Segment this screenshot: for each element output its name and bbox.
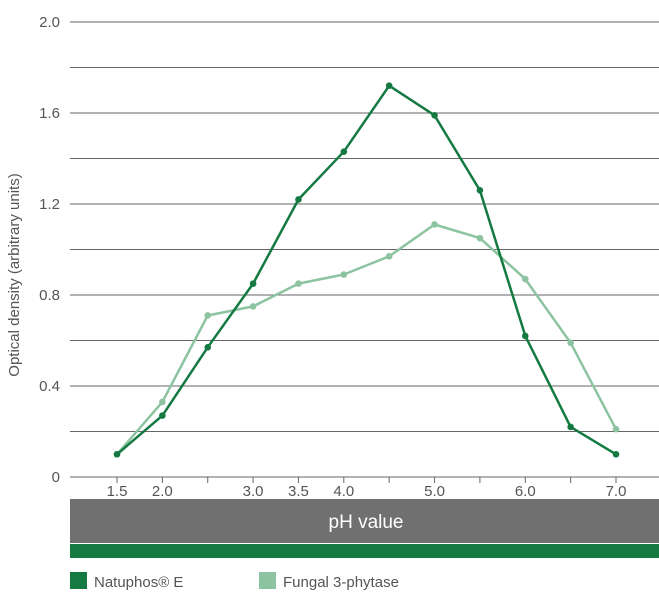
data-point-fungal	[159, 398, 166, 406]
data-point-natuphos	[159, 412, 166, 419]
data-point-natuphos	[113, 450, 121, 458]
data-point-natuphos	[295, 196, 302, 203]
data-point-natuphos	[249, 280, 257, 287]
series-line-fungal	[116, 223, 618, 456]
x-tick-label: 7.0	[606, 483, 627, 500]
data-point-natuphos	[204, 344, 212, 351]
x-axis-accent-bar	[70, 544, 659, 558]
x-tick-label: 6.0	[515, 483, 536, 500]
x-tick-label: 3.0	[243, 483, 264, 500]
data-point-fungal	[340, 271, 348, 278]
data-point-fungal	[431, 221, 438, 228]
x-axis-ticks: 1.5 2.0 3.0 3.5 4.0 5.0 6.0 7.0	[107, 477, 627, 500]
data-point-fungal	[567, 339, 574, 347]
x-tick-label: 2.0	[152, 483, 173, 500]
legend: Natuphos® E Fungal 3-phytase	[70, 572, 399, 591]
data-point-natuphos	[612, 450, 620, 458]
data-point-natuphos	[567, 423, 574, 431]
legend-swatch-fungal	[259, 572, 276, 589]
data-point-natuphos	[521, 332, 529, 340]
data-point-natuphos	[476, 187, 484, 194]
data-point-natuphos	[340, 148, 348, 155]
y-tick-label: 1.6	[39, 105, 60, 122]
data-point-fungal	[521, 275, 529, 283]
x-axis-band	[70, 499, 659, 543]
y-axis-tick-labels: 0 0.4 0.8 1.2 1.6 2.0	[39, 14, 60, 486]
data-point-natuphos	[385, 82, 393, 89]
gridlines	[70, 21, 659, 478]
data-point-fungal	[204, 312, 212, 319]
y-tick-label: 0.8	[39, 287, 60, 304]
x-axis-label: pH value	[329, 512, 404, 533]
data-point-fungal	[476, 234, 484, 242]
y-tick-label: 1.2	[39, 196, 60, 213]
y-tick-label: 0.4	[39, 378, 60, 395]
legend-label-fungal: Fungal 3-phytase	[283, 574, 399, 591]
y-tick-label: 0	[52, 469, 60, 486]
series-lines	[113, 82, 620, 458]
data-point-natuphos	[431, 111, 438, 119]
x-tick-label: 1.5	[107, 483, 128, 500]
x-tick-label: 4.0	[333, 483, 354, 500]
series-line-natuphos	[116, 84, 617, 456]
y-tick-label: 2.0	[39, 14, 60, 31]
data-point-fungal	[249, 303, 257, 310]
x-tick-label: 3.5	[288, 483, 309, 500]
data-point-fungal	[385, 253, 393, 260]
legend-swatch-natuphos	[70, 572, 87, 589]
data-point-fungal	[612, 425, 620, 433]
data-point-fungal	[295, 280, 302, 287]
x-tick-label: 5.0	[424, 483, 445, 500]
legend-label-natuphos: Natuphos® E	[94, 574, 183, 591]
y-axis-label: Optical density (arbitrary units)	[6, 173, 23, 376]
